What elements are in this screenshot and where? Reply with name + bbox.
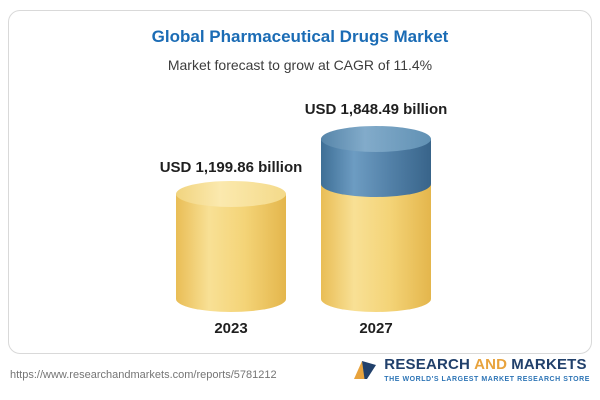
logo-word-markets: MARKETS (511, 356, 587, 373)
bar-2023-top-cap (176, 181, 286, 207)
chart-subtitle: Market forecast to grow at CAGR of 11.4% (167, 57, 433, 73)
x-axis-label-2027: 2027 (359, 320, 393, 337)
logo-name: RESEARCH AND MARKETS (384, 356, 587, 374)
bar-2027-cylinder (321, 126, 431, 312)
logo-word-research: RESEARCH (384, 356, 471, 373)
chart-title: Global Pharmaceutical Drugs Market (151, 27, 449, 46)
research-and-markets-logo[interactable]: RESEARCH AND MARKETS THE WORLD'S LARGEST M… (352, 356, 590, 383)
logo-tagline: THE WORLD'S LARGEST MARKET RESEARCH STOR… (384, 375, 590, 383)
bar-2023-cylinder (176, 181, 286, 312)
chart-card: Global Pharmaceutical Drugs Market Marke… (8, 10, 592, 354)
bar-2027-top-cap (321, 126, 431, 152)
value-label-2027: USD 1,848.49 billion (304, 101, 448, 118)
bar-2027-yellow-segment (321, 182, 431, 312)
bar-2023-body (176, 194, 286, 312)
value-label-2023: USD 1,199.86 billion (159, 159, 303, 176)
report-url-link[interactable]: https://www.researchandmarkets.com/repor… (10, 369, 277, 381)
logo-mark-icon (352, 358, 378, 382)
x-axis-label-2023: 2023 (214, 320, 248, 337)
logo-word-and: AND (474, 356, 508, 373)
logo-text-block: RESEARCH AND MARKETS THE WORLD'S LARGEST M… (384, 356, 590, 383)
